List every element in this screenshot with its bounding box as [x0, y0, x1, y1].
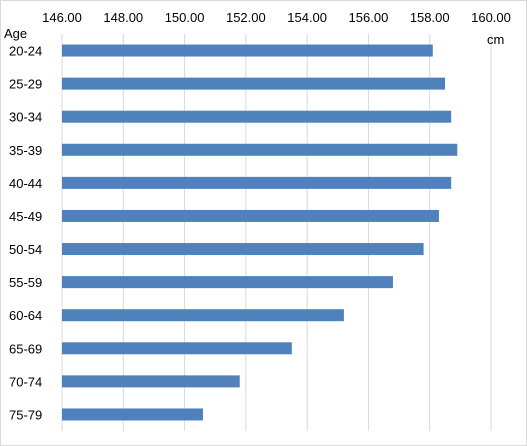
x-tick-label: 146.00 — [42, 10, 82, 25]
category-label: 75-79 — [9, 407, 42, 422]
x-tick-label: 158.00 — [410, 10, 450, 25]
bar-25-29 — [62, 78, 445, 90]
bar-70-74 — [62, 375, 240, 387]
bars — [62, 45, 457, 421]
bar-55-59 — [62, 276, 393, 288]
category-label: 40-44 — [9, 176, 42, 191]
x-tick-label: 154.00 — [287, 10, 327, 25]
bar-75-79 — [62, 408, 203, 420]
x-tick-labels: 146.00 148.00 150.00 152.00 154.00 156.00 158.… — [42, 10, 511, 25]
bar-50-54 — [62, 243, 424, 255]
y-axis-label: Age — [4, 26, 27, 41]
category-label: 70-74 — [9, 374, 42, 389]
category-labels: 20-24 25-29 30-34 35-39 40-44 45-49 50-54 55-59… — [9, 44, 42, 423]
x-tick-label: 152.00 — [226, 10, 266, 25]
gridlines — [62, 34, 491, 431]
category-label: 60-64 — [9, 308, 42, 323]
x-tick-label: 150.00 — [165, 10, 205, 25]
x-tick-label: 160.00 — [471, 10, 511, 25]
bar-30-34 — [62, 111, 451, 123]
category-label: 65-69 — [9, 341, 42, 356]
bar-45-49 — [62, 210, 439, 222]
category-label: 30-34 — [9, 110, 42, 125]
category-label: 55-59 — [9, 275, 42, 290]
category-label: 45-49 — [9, 209, 42, 224]
x-axis-label: cm — [487, 32, 504, 47]
x-tick-label: 148.00 — [103, 10, 143, 25]
x-tick-label: 156.00 — [349, 10, 389, 25]
category-label: 25-29 — [9, 77, 42, 92]
bar-20-24 — [62, 45, 433, 57]
category-label: 50-54 — [9, 242, 42, 257]
bar-60-64 — [62, 309, 344, 321]
bar-35-39 — [62, 144, 457, 156]
category-label: 20-24 — [9, 44, 42, 59]
bar-40-44 — [62, 177, 451, 189]
category-label: 35-39 — [9, 143, 42, 158]
bar-65-69 — [62, 342, 292, 354]
